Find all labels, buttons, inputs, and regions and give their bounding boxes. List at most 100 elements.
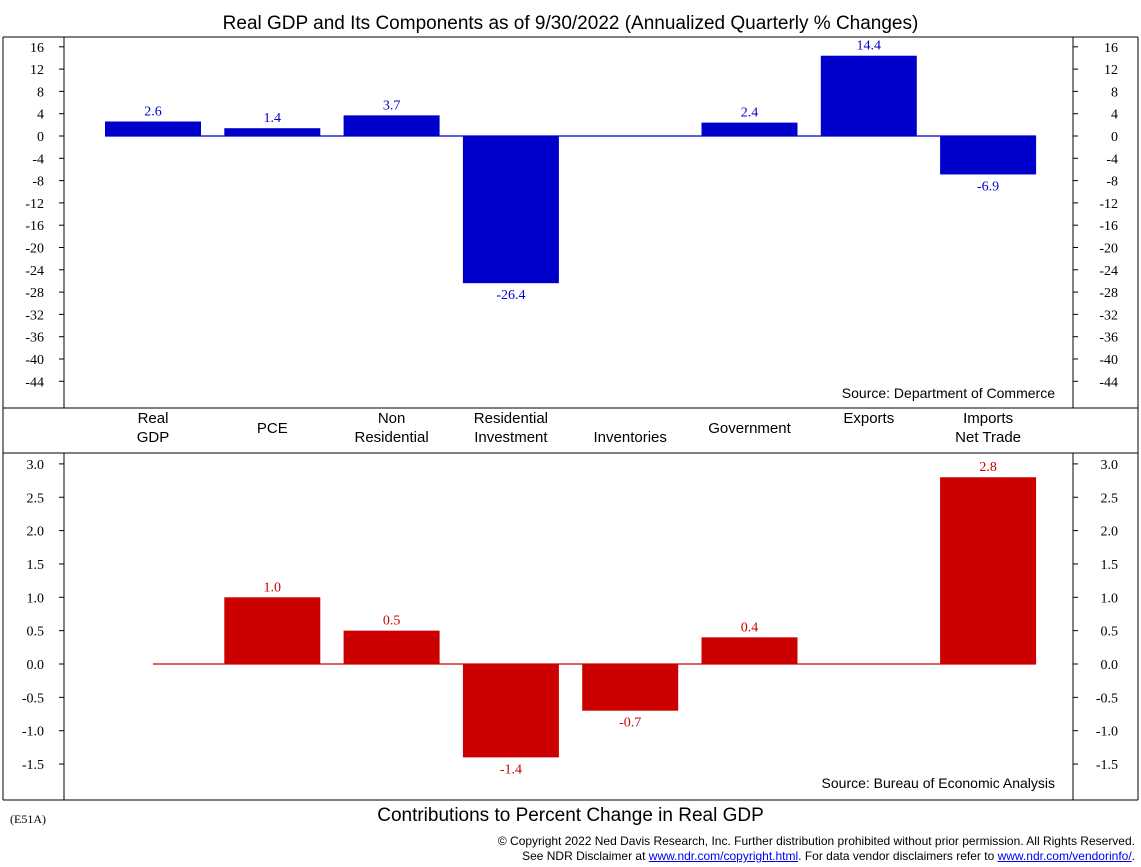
disclaimer-suffix: . [1131, 849, 1135, 863]
category-label-line-1: Real [138, 410, 169, 427]
gdp-left-tick-label: -44 [25, 375, 44, 390]
category-label-line-2: Net Trade [955, 429, 1021, 446]
contributions-panel: 3.0 3.0 2.5 2.5 2.0 2.0 1.5 1.5 1.0 1.0 0.5 0.5 0.0 0… [22, 458, 1118, 791]
contrib-left-tick-label: 1.5 [27, 558, 45, 573]
gdp-bar [343, 115, 440, 136]
contrib-data-label: 0.5 [383, 614, 401, 629]
contrib-right-tick-label: -0.5 [1096, 691, 1118, 706]
gdp-right-tick-label: -20 [1099, 242, 1118, 257]
category-label-line-2: Residential [354, 429, 428, 446]
contrib-right-tick-label: -1.0 [1096, 725, 1118, 740]
contrib-left-tick-label: 0.5 [27, 625, 45, 640]
gdp-left-tick-label: 8 [37, 85, 44, 100]
gdp-bar [462, 136, 559, 284]
gdp-right-tick-label: 16 [1104, 41, 1118, 56]
gdp-right-tick-label: -24 [1099, 264, 1118, 279]
gdp-left-tick-label: -36 [25, 331, 44, 346]
contrib-bar [462, 664, 559, 758]
gdp-left-tick-label: 16 [30, 41, 44, 56]
category-label-line-1: Residential [474, 410, 548, 427]
gdp-bar [224, 128, 321, 136]
gdp-right-tick-label: -32 [1099, 308, 1118, 323]
gdp-data-label: 2.6 [144, 105, 162, 120]
copyright-line-2: See NDR Disclaimer at www.ndr.com/copyri… [498, 849, 1135, 864]
contrib-bar [224, 597, 321, 664]
contrib-left-tick-label: 0.0 [27, 658, 45, 673]
copyright-line-1: © Copyright 2022 Ned Davis Research, Inc… [497, 834, 1135, 848]
gdp-right-tick-label: 8 [1111, 85, 1118, 100]
contrib-data-label: -1.4 [500, 762, 522, 777]
contrib-right-tick-label: 0.0 [1101, 658, 1119, 673]
category-labels: Real GDP PCE Non Residential Residential Inves… [137, 410, 1021, 446]
contrib-bar [582, 664, 679, 711]
gdp-left-tick-label: -28 [25, 286, 44, 301]
gdp-data-label: 1.4 [264, 111, 282, 126]
gdp-left-tick-label: -32 [25, 308, 44, 323]
gdp-left-tick-label: -40 [25, 353, 44, 368]
contrib-left-tick-label: 1.0 [27, 591, 45, 606]
contrib-left-tick-label: 3.0 [27, 458, 45, 473]
category-label-line-2: GDP [137, 429, 170, 446]
contrib-left-tick-label: -0.5 [22, 691, 44, 706]
contrib-bar [701, 637, 798, 664]
gdp-right-tick-label: -36 [1099, 331, 1118, 346]
gdp-left-tick-label: -12 [25, 197, 44, 212]
gdp-data-label: -6.9 [977, 179, 999, 194]
gdp-right-tick-label: -28 [1099, 286, 1118, 301]
gdp-bar [105, 121, 201, 136]
gdp-right-tick-label: 12 [1104, 63, 1118, 78]
gdp-left-tick-label: -24 [25, 264, 44, 279]
gdp-source-note: Source: Department of Commerce [842, 385, 1055, 401]
gdp-right-tick-label: 0 [1111, 130, 1118, 145]
contrib-left-tick-label: 2.0 [27, 525, 45, 540]
category-label: Government [708, 420, 791, 437]
gdp-right-tick-label: -8 [1106, 175, 1118, 190]
contrib-left-tick-label: -1.0 [22, 725, 44, 740]
gdp-data-label: 2.4 [741, 106, 759, 121]
contrib-data-label: -0.7 [619, 716, 641, 731]
contrib-right-tick-label: 2.0 [1101, 525, 1119, 540]
contrib-data-label: 2.8 [979, 460, 997, 475]
gdp-bar [701, 122, 798, 136]
gdp-left-tick-label: 12 [30, 63, 44, 78]
contrib-right-tick-label: 3.0 [1101, 458, 1119, 473]
category-label-line-2: Inventories [594, 429, 667, 446]
page-title: Real GDP and Its Components as of 9/30/2… [222, 13, 919, 34]
copyright-notice: © Copyright 2022 Ned Davis Research, Inc… [498, 834, 1135, 864]
gdp-left-tick-label: -20 [25, 242, 44, 257]
contrib-right-tick-label: 1.0 [1101, 591, 1119, 606]
gdp-left-tick-label: -16 [25, 219, 44, 234]
gdp-bar [820, 55, 917, 136]
disclaimer-prefix: See NDR Disclaimer at [522, 849, 649, 863]
gdp-right-tick-label: -12 [1099, 197, 1118, 212]
gdp-right-tick-label: -16 [1099, 219, 1118, 234]
gdp-right-tick-label: -44 [1099, 375, 1118, 390]
copyright-link[interactable]: www.ndr.com/copyright.html [648, 849, 799, 863]
disclaimer-mid: . For data vendor disclaimers refer to [798, 849, 998, 863]
contrib-source-note: Source: Bureau of Economic Analysis [822, 775, 1055, 791]
category-label-line-2: Investment [474, 429, 548, 446]
contrib-bar [343, 630, 440, 664]
chart-code: (E51A) [10, 812, 46, 826]
bottom-chart-title: Contributions to Percent Change in Real … [377, 805, 764, 826]
gdp-data-label: -26.4 [496, 288, 525, 303]
gdp-left-tick-label: -8 [32, 175, 44, 190]
contrib-right-tick-label: 0.5 [1101, 625, 1119, 640]
category-label-line-1: Non [378, 410, 406, 427]
gdp-left-tick-label: 0 [37, 130, 44, 145]
gdp-right-tick-label: 4 [1111, 108, 1118, 123]
gdp-left-tick-label: 4 [37, 108, 44, 123]
category-label-line-1: Imports [963, 410, 1013, 427]
gdp-left-tick-label: -4 [32, 152, 44, 167]
vendorinfo-link[interactable]: www.ndr.com/vendorinfo/ [997, 849, 1132, 863]
category-label-line-1: Exports [843, 410, 894, 427]
gdp-components-panel: 16 16 12 12 8 8 4 4 0 0 -4 -4 -8 -8 -12 -12 -16 -16 -20 -20… [25, 39, 1118, 401]
gdp-right-tick-label: -40 [1099, 353, 1118, 368]
contrib-bar [940, 477, 1037, 664]
gdp-data-label: 14.4 [857, 39, 882, 54]
contrib-right-tick-label: 2.5 [1101, 491, 1119, 506]
gdp-right-tick-label: -4 [1106, 152, 1118, 167]
contrib-data-label: 0.4 [741, 620, 759, 635]
gdp-bar [940, 136, 1037, 175]
